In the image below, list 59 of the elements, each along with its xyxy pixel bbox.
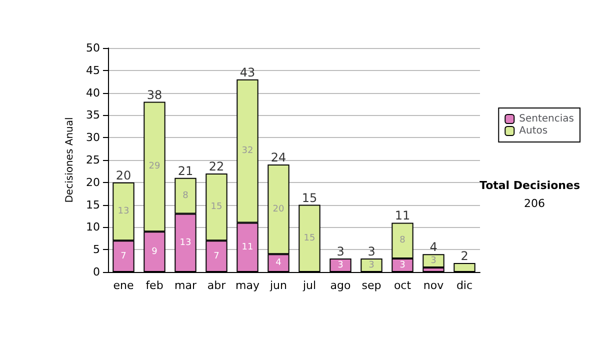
text: 206 (524, 197, 546, 210)
x-tick-label: nov (423, 279, 444, 292)
data-label: 4 (276, 258, 282, 268)
data-label: 29 (148, 162, 160, 172)
data-label: 13 (118, 206, 130, 217)
data-label: 15 (304, 233, 316, 244)
data-label: 20 (272, 204, 284, 214)
annotation: Total Decisiones (480, 179, 580, 192)
total-label: 4 (430, 240, 438, 254)
data-label: 3 (338, 260, 344, 270)
y-tick-label: 50 (86, 42, 100, 54)
x-tick-label: sep (362, 279, 382, 292)
data-label: 9 (152, 246, 158, 257)
y-axis-title: Decisiones Anual (64, 117, 76, 203)
data-label: 8 (400, 236, 406, 246)
x-tick-label: ene (113, 279, 134, 292)
total-label: 11 (394, 208, 410, 223)
data-label: 13 (180, 238, 192, 248)
data-label: 7 (214, 251, 220, 262)
total-label: 22 (208, 159, 224, 174)
y-tick-label: 40 (86, 86, 100, 100)
x-tick-label: oct (394, 279, 412, 292)
legend-label: Sentencias (519, 114, 574, 124)
total-label: 3 (336, 244, 344, 259)
x-tick-label: dic (456, 279, 473, 292)
total-label: 15 (302, 190, 318, 205)
data-label: 11 (242, 242, 254, 252)
y-tick-label: 15 (86, 198, 100, 212)
data-label: 3 (430, 256, 436, 266)
total-label: 20 (116, 168, 132, 182)
y-tick-label: 20 (86, 176, 100, 189)
total-label: 24 (270, 150, 286, 164)
total-label: 38 (146, 88, 162, 102)
data-label: 8 (182, 190, 189, 201)
y-tick-label: 5 (93, 243, 100, 256)
total-label: 2 (460, 249, 468, 264)
x-tick-label: may (236, 279, 260, 292)
bar (422, 254, 444, 268)
data-label: 15 (210, 202, 222, 212)
y-tick-label: 25 (86, 154, 100, 166)
legend-label: Autos (519, 126, 548, 136)
total-label: 43 (240, 65, 256, 80)
y-tick-label: 0 (93, 266, 100, 278)
data-label: 7 (120, 251, 126, 262)
y-tick-label: 10 (86, 220, 100, 234)
x-tick-label: ago (330, 279, 351, 292)
x-tick-label: jul (302, 279, 316, 292)
data-label: 32 (242, 146, 254, 156)
y-tick-label: 45 (86, 64, 100, 77)
data-label: 3 (400, 260, 406, 270)
y-tick-label: 35 (86, 108, 100, 122)
total-label: 3 (368, 244, 376, 259)
total-label: 21 (178, 164, 194, 178)
x-tick-label: abr (207, 279, 226, 292)
y-tick-label: 30 (86, 131, 100, 144)
x-tick-label: mar (174, 279, 197, 292)
x-tick-label: jun (269, 279, 288, 292)
data-label: 3 (368, 260, 374, 270)
x-tick-label: feb (146, 279, 164, 292)
